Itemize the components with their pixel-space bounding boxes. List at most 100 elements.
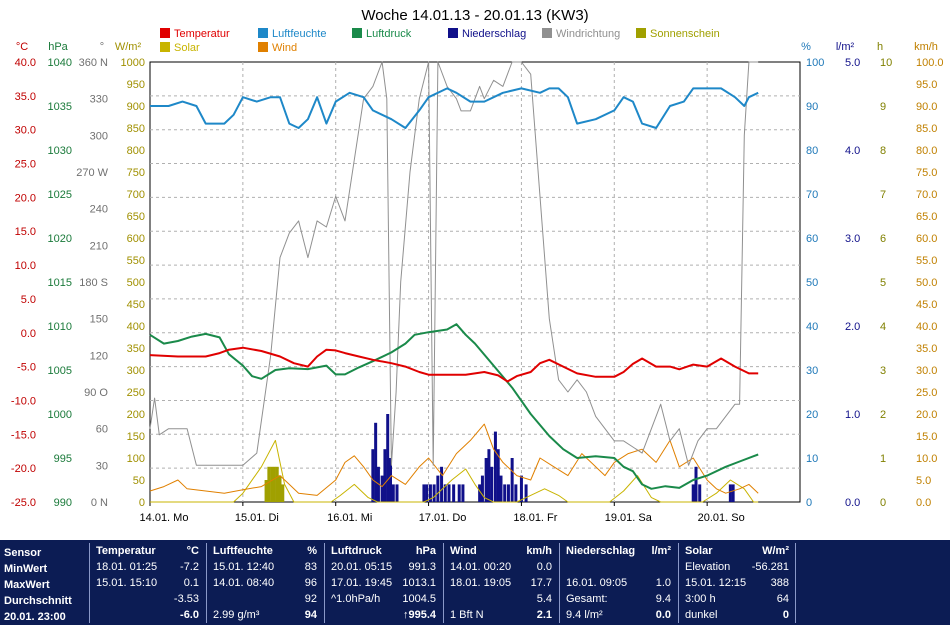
chart-title: Woche 14.01.13 - 20.01.13 (KW3) xyxy=(361,7,588,24)
axis-unit-5: l/m² xyxy=(836,41,855,53)
wind-row-2-value: 5.4 xyxy=(536,593,552,605)
axis-0-tick-13: -25.0 xyxy=(11,497,36,509)
luftfeuchte-row-1-value: 96 xyxy=(304,577,317,589)
temperatur-unit: °C xyxy=(186,545,199,557)
legend-swatch-3 xyxy=(448,28,458,38)
niederschlag-bar-3 xyxy=(380,475,384,502)
niederschlag-bar-1 xyxy=(374,422,378,502)
axis-5-tick-1: 4.0 xyxy=(845,145,860,157)
niederschlag-bar-37 xyxy=(728,484,732,502)
luftfeuchte-row-3-label: 2.99 g/m³ xyxy=(213,609,260,621)
luftfeuchte-panel: Luftfeuchte% 15.01. 12:40 83 14.01. 08:40 96… xyxy=(206,543,323,623)
niederschlag-row-3-value: 0.0 xyxy=(655,609,671,621)
solar-row-3-value: 0 xyxy=(782,609,789,621)
legend-label-5: Sonnenschein xyxy=(650,28,720,40)
luftdruck-row-0-value: 991.3 xyxy=(408,561,436,573)
axis-7-tick-12: 40.0 xyxy=(916,321,937,333)
niederschlag-row-3-label: 9.4 l/m² xyxy=(566,609,603,621)
temperatur-row-0-value: -7.2 xyxy=(180,561,199,573)
sonnenschein-bar-2 xyxy=(270,466,274,502)
axis-5-tick-0: 5.0 xyxy=(845,57,860,69)
maxwert-label: MaxWert xyxy=(4,579,50,591)
axis-4-tick-10: 0 xyxy=(806,497,812,509)
legend-label-0: Temperatur xyxy=(174,28,230,40)
niederschlag-bar-14 xyxy=(440,466,444,502)
axis-3-tick-3: 850 xyxy=(127,123,145,135)
temperatur-row-0-label: 18.01. 01:25 xyxy=(96,561,158,573)
axis-6-tick-2: 8 xyxy=(880,145,886,157)
axis-6-tick-9: 1 xyxy=(880,453,886,465)
axis-1-tick-6: 1010 xyxy=(48,321,72,333)
current-time-label: 20.01. 23:00 xyxy=(4,611,66,623)
axis-0-tick-12: -20.0 xyxy=(11,463,36,475)
sonnenschein-bar-5 xyxy=(278,475,282,502)
axis-2-tick-1: 330 xyxy=(90,94,108,106)
axis-7-tick-18: 10.0 xyxy=(916,453,937,465)
temperatur-row-3-value: -6.0 xyxy=(180,609,199,621)
niederschlag-bar-20 xyxy=(478,484,482,502)
solar-row-1-label: 15.01. 12:15 xyxy=(685,577,747,589)
sensor-panel: Sensor MinWert MaxWert Durchschnitt 20.0… xyxy=(4,543,88,623)
axis-7-tick-20: 0.0 xyxy=(916,497,931,509)
x-tick-4: 18.01. Fr xyxy=(513,512,557,524)
axis-7-tick-9: 55.0 xyxy=(916,255,937,267)
sonnenschein-bar-0 xyxy=(264,480,268,502)
axis-7-tick-4: 80.0 xyxy=(916,145,937,157)
niederschlag-bar-17 xyxy=(452,484,456,502)
x-tick-6: 20.01. So xyxy=(698,512,745,524)
x-tick-0: 14.01. Mo xyxy=(140,512,189,524)
niederschlag-bar-25 xyxy=(493,431,497,502)
axis-unit-6: h xyxy=(877,41,883,53)
axis-2-tick-5: 210 xyxy=(90,240,108,252)
legend-swatch-7 xyxy=(258,42,268,52)
niederschlag-bar-5 xyxy=(386,414,390,502)
axis-unit-4: % xyxy=(801,41,811,53)
luftdruck-row-0-label: 20.01. 05:15 xyxy=(331,561,393,573)
axis-4-tick-1: 90 xyxy=(806,101,818,113)
durchschnitt-label: Durchschnitt xyxy=(4,595,72,607)
axis-2-tick-7: 150 xyxy=(90,314,108,326)
niederschlag-bar-11 xyxy=(428,484,432,502)
niederschlag-bar-30 xyxy=(510,458,514,502)
axis-0-tick-9: -5.0 xyxy=(17,362,36,374)
legend-swatch-2 xyxy=(352,28,362,38)
axis-5-tick-5: 0.0 xyxy=(845,497,860,509)
niederschlag-bar-9 xyxy=(422,484,426,502)
statistics-table: Sensor MinWert MaxWert Durchschnitt 20.0… xyxy=(0,540,950,625)
axis-0-tick-4: 20.0 xyxy=(15,192,36,204)
axis-0-tick-11: -15.0 xyxy=(11,429,36,441)
axis-1-tick-9: 995 xyxy=(54,453,72,465)
axis-6-tick-5: 5 xyxy=(880,277,886,289)
axis-1-tick-5: 1015 xyxy=(48,277,72,289)
axis-2-tick-2: 300 xyxy=(90,130,108,142)
axis-6-tick-0: 10 xyxy=(880,57,892,69)
axis-7-tick-8: 60.0 xyxy=(916,233,937,245)
niederschlag-panel: Niederschlag l/m² 16.01. 09:05 1.0 Gesamt: 9.… xyxy=(559,543,677,623)
solar-line xyxy=(150,439,759,503)
axis-7-tick-16: 20.0 xyxy=(916,409,937,421)
axis-7-tick-14: 30.0 xyxy=(916,365,937,377)
luftdruck-row-2-label: ^1.0hPa/h xyxy=(331,593,381,605)
niederschlag-bar-38 xyxy=(731,484,735,502)
wind-row-3-label: 1 Bft N xyxy=(450,609,484,621)
axis-3-tick-6: 700 xyxy=(127,189,145,201)
axis-3-tick-10: 500 xyxy=(127,277,145,289)
niederschlag-bar-32 xyxy=(519,475,523,502)
axis-2-tick-0: 360 N xyxy=(79,57,108,69)
axis-4-tick-8: 20 xyxy=(806,409,818,421)
luftdruck-line xyxy=(149,323,759,490)
axis-0-tick-10: -10.0 xyxy=(11,395,36,407)
sonnenschein-bar-1 xyxy=(267,466,271,502)
sonnenschein-bar-3 xyxy=(272,466,276,502)
axis-2-tick-10: 60 xyxy=(96,424,108,436)
solar-row-0-value: -56.281 xyxy=(751,561,789,573)
axis-7-tick-17: 15.0 xyxy=(916,431,937,443)
axis-3-tick-13: 350 xyxy=(127,343,145,355)
axis-3-tick-16: 200 xyxy=(127,409,145,421)
legend-label-2: Luftdruck xyxy=(366,28,412,40)
niederschlag-bar-31 xyxy=(514,484,518,502)
temperatur-row-1-label: 15.01. 15:10 xyxy=(96,577,158,589)
niederschlag-bar-7 xyxy=(391,484,395,502)
axis-2-tick-6: 180 S xyxy=(79,277,108,289)
axis-0-tick-7: 5.0 xyxy=(21,294,36,306)
